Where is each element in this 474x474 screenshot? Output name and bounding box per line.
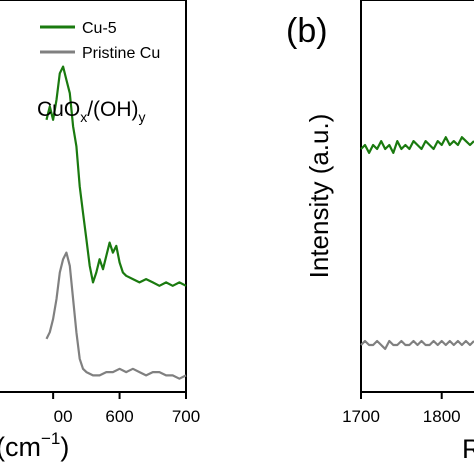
panel-a-xticks: 600 700 00 bbox=[52, 392, 200, 426]
panel-b-xticks: 1700 1800 bbox=[342, 392, 461, 426]
panel-b: (b) Intensity (a.u.) 1700 1800 R bbox=[286, 0, 474, 464]
panel-b-series-line-1 bbox=[360, 339, 474, 350]
panel-a-series bbox=[45, 65, 187, 380]
panel-b-xlabel-fragment: R bbox=[462, 434, 474, 464]
panel-b-xtick-label-1: 1800 bbox=[423, 407, 461, 426]
panel-a-series-line-1 bbox=[45, 251, 187, 380]
panel-a-xtick-label-0: 600 bbox=[105, 407, 133, 426]
legend-label-cu5: Cu-5 bbox=[82, 20, 117, 37]
panel-a-xtick-label-1: 700 bbox=[172, 407, 200, 426]
cuox-oh-annotation: CuOx/(OH)y bbox=[37, 98, 146, 125]
panel-b-series-line-0 bbox=[360, 136, 474, 154]
legend-label-pristine: Pristine Cu bbox=[82, 45, 160, 62]
panel-a: 600 700 00 Cu-5 Pristine Cu CuOx/(OH)y (cm… bbox=[0, 0, 200, 462]
panel-a-xlabel: (cm−1) bbox=[0, 429, 69, 462]
legend: Cu-5 Pristine Cu bbox=[40, 20, 160, 62]
panel-b-series bbox=[360, 136, 474, 350]
panel-a-xtick-label-2: 00 bbox=[54, 407, 73, 426]
panel-b-xtick-label-0: 1700 bbox=[342, 407, 380, 426]
panel-a-series-line-0 bbox=[45, 65, 187, 287]
panel-label-b: (b) bbox=[286, 12, 328, 50]
panel-b-ylabel: Intensity (a.u.) bbox=[304, 114, 334, 279]
